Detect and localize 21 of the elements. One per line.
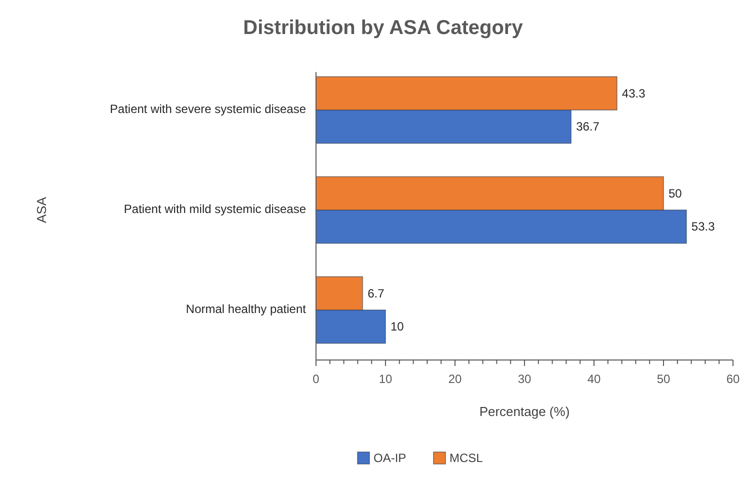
data-label: 43.3 (622, 86, 646, 100)
y-axis-title: ASA (34, 196, 49, 224)
data-label: 50 (668, 186, 682, 200)
x-tick-label: 60 (726, 372, 740, 386)
legend-label: OA-IP (374, 451, 406, 465)
x-tick-label: 20 (448, 372, 462, 386)
legend-label: MCSL (450, 451, 484, 465)
y-tick-label: Patient with severe systemic disease (110, 102, 306, 116)
data-label: 10 (390, 320, 404, 334)
y-tick-label: Normal healthy patient (186, 302, 307, 316)
x-tick-label: 10 (378, 372, 392, 386)
data-label: 53.3 (691, 220, 716, 234)
x-axis-title: Percentage (%) (479, 404, 570, 419)
chart-title: Distribution by ASA Category (243, 17, 524, 39)
data-label: 36.7 (576, 120, 600, 134)
data-label: 6.7 (368, 286, 385, 300)
x-tick-label: 0 (312, 372, 320, 386)
y-tick-label: Patient with mild systemic disease (124, 202, 306, 216)
x-tick-label: 40 (587, 372, 601, 386)
x-tick-label: 50 (656, 372, 670, 386)
x-tick-label: 30 (518, 372, 532, 386)
